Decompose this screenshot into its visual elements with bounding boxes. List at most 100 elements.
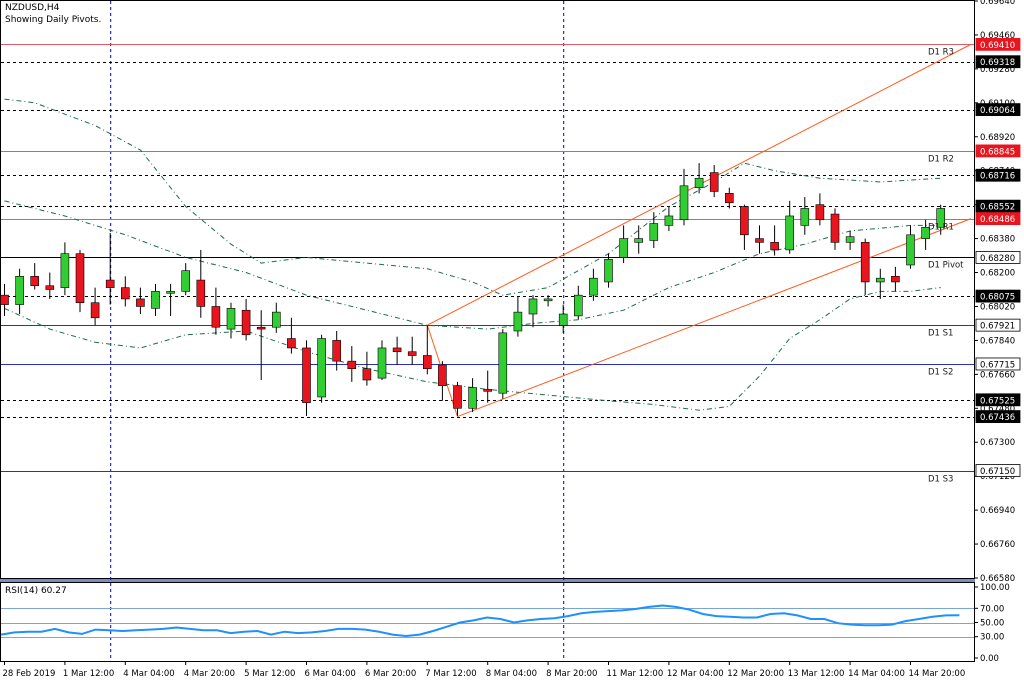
rsi-tick-label: 30.00 <box>980 633 1004 643</box>
price-tag-label: 0.68486 <box>980 215 1015 225</box>
candle-body <box>800 208 810 226</box>
chart-subtitle: Showing Daily Pivots. <box>5 15 102 25</box>
candle-body <box>740 206 749 236</box>
price-tag-box <box>975 251 1021 264</box>
x-tick-label: 7 Mar 12:00 <box>425 669 476 679</box>
candle-body <box>815 204 825 221</box>
candle-body <box>604 259 613 283</box>
candle-body <box>347 360 357 369</box>
x-tick-label: 1 Mar 12:00 <box>63 669 114 679</box>
candle-body <box>770 242 779 251</box>
pivot-label: D1 S2 <box>928 368 953 378</box>
bands-layer <box>4 98 941 411</box>
candle-body <box>181 270 190 292</box>
rsi-layer: 100.00 70.00 50.00 30.00 0.00 <box>0 583 1010 664</box>
candle-body <box>0 294 9 305</box>
y-tick-label: 0.66580 <box>980 574 1015 584</box>
candle-body <box>483 389 493 392</box>
rsi-tick-label: 70.00 <box>980 604 1004 614</box>
price-tag-label: 0.67715 <box>980 360 1015 370</box>
x-tick-label: 6 Mar 04:00 <box>305 669 356 679</box>
candle-body <box>392 347 402 353</box>
candle-body <box>287 338 296 349</box>
x-tick-label: 11 Mar 12:00 <box>607 669 664 679</box>
candle-body <box>634 238 644 243</box>
price-tag-label: 0.69410 <box>980 41 1015 51</box>
pivot-labels-layer: D1 R3 D1 R2 D1 R1 D1 Pivot D1 S1 D1 S2 D1 S3 <box>928 48 964 485</box>
candle-body <box>558 313 568 326</box>
candle-body <box>196 279 206 307</box>
pivot-label: D1 S3 <box>928 475 953 485</box>
candle-body <box>241 309 251 336</box>
price-tag-box <box>975 199 1021 213</box>
price-tag-label: 0.67436 <box>980 413 1015 423</box>
candle-body <box>30 276 40 287</box>
price-tag-box <box>975 103 1021 117</box>
price-tag-box <box>975 55 1021 69</box>
candle-body <box>271 311 281 328</box>
candle-body <box>619 238 628 258</box>
candle-body <box>649 223 659 241</box>
candle-body <box>709 172 719 192</box>
candle-body <box>785 215 795 251</box>
price-tag-label: 0.68552 <box>980 203 1015 213</box>
price-tag-box <box>975 410 1021 423</box>
candle-body <box>664 215 674 226</box>
pivot-label: D1 Pivot <box>928 261 964 271</box>
y-tick-label: 0.67300 <box>980 438 1015 448</box>
x-tick-label: 14 Mar 04:00 <box>848 669 905 679</box>
candle-body <box>136 298 145 307</box>
price-tag-box <box>975 289 1021 303</box>
candle-body <box>860 242 870 283</box>
price-tag-label: 0.67150 <box>980 467 1015 477</box>
x-tick-label: 28 Feb 2019 <box>3 669 56 679</box>
price-tag-label: 0.68845 <box>980 147 1015 157</box>
x-tick-label: 8 Mar 20:00 <box>546 669 597 679</box>
candle-body <box>906 234 915 266</box>
band-lower <box>4 287 941 411</box>
y-tick-label: 0.66940 <box>980 506 1015 516</box>
band-middle <box>4 200 941 330</box>
candle-body <box>438 364 447 386</box>
price-tag-box <box>975 464 1021 477</box>
x-axis: 28 Feb 2019 1 Mar 12:00 4 Mar 04:00 4 Mar 2… <box>3 661 965 679</box>
rsi-tick-label: 50.00 <box>980 619 1004 629</box>
rsi-label: RSI(14) 60.27 <box>5 586 67 596</box>
candle-body <box>724 193 734 204</box>
candle-body <box>377 347 387 379</box>
price-tag-label: 0.68716 <box>980 172 1015 182</box>
candle-body <box>226 308 236 330</box>
candle-body <box>90 302 100 319</box>
y-tick-label: 0.69640 <box>980 0 1015 7</box>
candle-body <box>936 208 946 228</box>
candle-body <box>468 387 477 409</box>
candle-body <box>256 326 266 330</box>
price-tag-label: 0.67921 <box>980 322 1015 332</box>
pivot-label: D1 R1 <box>928 223 954 233</box>
candle-body <box>453 385 462 409</box>
grid-layer <box>1 1 974 661</box>
y-tick-label: 0.68920 <box>980 133 1015 143</box>
price-tag-box <box>975 212 1021 226</box>
candle-body <box>589 277 598 296</box>
y-tick-label: 0.67120 <box>980 472 1015 482</box>
y-tick-label: 0.67660 <box>980 370 1015 380</box>
candle-body <box>830 213 840 243</box>
candle-body <box>528 298 538 315</box>
price-tag-box <box>975 37 1021 51</box>
candle-body <box>166 291 175 294</box>
band-upper <box>4 98 941 296</box>
x-tick-label: 5 Mar 12:00 <box>244 669 295 679</box>
candle-body <box>573 294 583 317</box>
candle-body <box>151 291 160 309</box>
x-tick-label: 12 Mar 20:00 <box>727 669 784 679</box>
y-tick-label: 0.66760 <box>980 540 1015 550</box>
chart-symbol: NZDUSD,H4 <box>5 3 60 13</box>
candle-body <box>407 351 417 356</box>
y-tick-label: 0.69280 <box>980 65 1015 75</box>
price-tag-label: 0.69318 <box>980 58 1015 68</box>
candle-body <box>891 276 900 283</box>
price-tags: 0.69410 0.69318 0.69064 0.68845 0.68716 0.685… <box>975 37 1021 477</box>
candle-body <box>60 253 70 288</box>
x-tick-label: 6 Mar 20:00 <box>365 669 416 679</box>
